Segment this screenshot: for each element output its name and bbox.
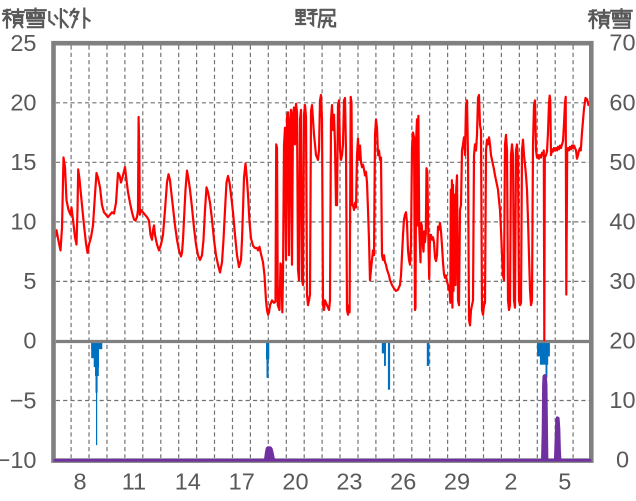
svg-text:15: 15	[10, 149, 36, 175]
svg-text:−5: −5	[10, 387, 37, 413]
svg-text:20: 20	[609, 327, 635, 353]
svg-text:5: 5	[23, 268, 36, 294]
svg-text:14: 14	[175, 469, 201, 495]
svg-text:2: 2	[504, 469, 517, 495]
svg-text:60: 60	[609, 89, 635, 115]
svg-text:−10: −10	[0, 447, 37, 473]
svg-text:23: 23	[336, 469, 362, 495]
svg-text:10: 10	[10, 209, 36, 235]
svg-text:70: 70	[609, 30, 635, 56]
svg-text:20: 20	[10, 90, 36, 116]
svg-text:0: 0	[616, 447, 629, 473]
svg-text:17: 17	[229, 469, 255, 495]
svg-text:8: 8	[74, 469, 87, 495]
svg-text:20: 20	[282, 469, 308, 495]
svg-text:25: 25	[10, 30, 36, 56]
svg-text:26: 26	[390, 469, 416, 495]
svg-text:30: 30	[609, 268, 635, 294]
svg-text:11: 11	[122, 469, 146, 495]
svg-text:50: 50	[609, 149, 635, 175]
svg-text:40: 40	[609, 208, 635, 234]
svg-text:0: 0	[23, 328, 36, 354]
svg-text:29: 29	[444, 469, 470, 495]
svg-text:10: 10	[609, 387, 635, 413]
svg-text:5: 5	[558, 469, 571, 495]
